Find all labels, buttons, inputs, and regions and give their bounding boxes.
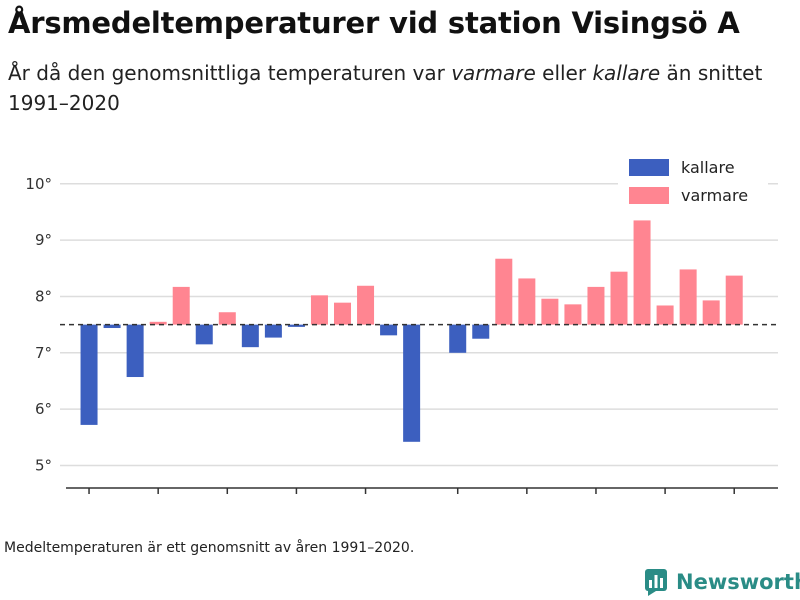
bar-2024 [725,275,743,325]
bar-2010 [403,324,421,442]
bar-2023 [702,300,720,325]
y-tick-label: 9° [35,231,52,249]
bar-2018 [587,286,605,325]
bar-2014 [495,258,513,325]
chart-subtitle: År då den genomsnittliga temperaturen va… [8,58,788,118]
y-tick-label: 7° [35,344,52,362]
x-axis [66,487,778,494]
bar-2004 [264,324,282,338]
bar-1997 [103,324,121,329]
newsworthy-brand[interactable]: Newsworthy [644,568,800,596]
bar-2002 [218,312,236,325]
legend-swatch-varmare [629,187,669,204]
legend-label-kallare: kallare [681,158,735,177]
bar-1999 [149,321,167,325]
bar-2009 [380,324,398,336]
footnote: Medeltemperaturen är ett genomsnitt av å… [4,540,415,556]
bar-2013 [472,324,490,339]
y-tick-label: 6° [35,400,52,418]
bar-1998 [126,324,144,378]
bar-2000 [172,286,190,325]
subtitle-text-1: År då den genomsnittliga temperaturen va… [8,61,452,85]
bar-1996 [80,324,98,425]
y-axis-labels: 5° 6° 7° 8° 9° 10° [25,175,52,475]
bars [80,220,743,442]
bar-2007 [334,302,352,325]
bar-2022 [679,269,697,325]
y-tick-label: 8° [35,287,52,305]
chart-title: Årsmedeltemperaturer vid station Visings… [8,6,740,40]
temperature-bar-chart: 5°6°7°8°9°10° 19961999200220052008201220… [25,152,778,494]
bar-2003 [241,324,259,348]
bar-2006 [310,295,328,325]
bar-2001 [195,324,213,345]
legend: kallare varmare [618,152,768,216]
bar-2012 [449,324,467,353]
bar-2005 [287,324,305,327]
legend-label-varmare: varmare [681,186,748,205]
bar-2020 [633,220,651,325]
subtitle-text-2: eller [535,61,593,85]
bar-2015 [518,278,536,325]
y-tick-label: 10° [25,175,52,193]
legend-swatch-kallare [629,159,669,176]
bar-2019 [610,271,628,325]
subtitle-text-3: än snittet 1991–2020 [8,61,763,115]
subtitle-warmer-word: varmare [451,61,536,85]
bar-2017 [564,304,582,325]
bar-chart-logo-icon [645,569,667,596]
subtitle-colder-word: kallare [592,61,661,85]
y-tick-label: 5° [35,456,52,474]
bar-2021 [656,305,674,325]
brand-name[interactable]: Newsworthy [676,570,800,594]
bar-2016 [541,298,559,325]
bar-2008 [357,285,375,325]
